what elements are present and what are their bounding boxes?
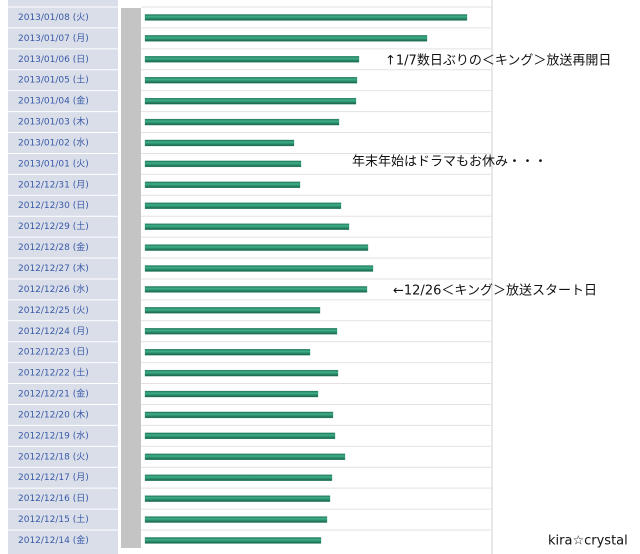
bar (144, 495, 331, 502)
date-label: 2012/12/15 (土) (18, 513, 89, 525)
date-label: 2012/12/16 (日) (18, 493, 89, 504)
bar (144, 118, 340, 126)
bar (144, 286, 368, 293)
date-label: 2012/12/17 (月) (18, 472, 89, 483)
date-label: 2012/12/30 (日) (18, 200, 89, 211)
date-label: 2012/12/29 (土) (18, 220, 89, 232)
bar (144, 97, 357, 105)
bar (144, 244, 369, 251)
bar (144, 223, 350, 230)
annotation: 年末年始はドラマもお休み・・・ (352, 155, 547, 170)
date-label: 2013/01/05 (土) (18, 74, 89, 86)
date-label: 2012/12/20 (木) (18, 408, 89, 420)
date-label: 2012/12/23 (日) (18, 347, 89, 358)
bar (144, 537, 322, 544)
date-label: 2012/12/27 (木) (18, 262, 89, 274)
bar (144, 202, 342, 209)
label-column (8, 0, 118, 554)
date-label: 2012/12/28 (金) (18, 241, 89, 253)
bar (144, 307, 321, 314)
bar (144, 35, 428, 42)
date-label: 2013/01/07 (月) (18, 33, 89, 44)
bar (144, 181, 301, 188)
date-label: 2012/12/22 (土) (18, 367, 89, 379)
bar (144, 390, 319, 398)
bar (144, 474, 333, 481)
bar (144, 77, 358, 84)
date-label: 2013/01/04 (金) (18, 95, 89, 107)
date-label: 2013/01/01 (火) (18, 158, 89, 169)
date-label: 2013/01/03 (木) (18, 116, 89, 128)
date-label: 2012/12/14 (金) (18, 534, 89, 546)
annotation: kira☆crystal (548, 534, 628, 549)
bar (144, 349, 311, 356)
annotation: ↑1/7数日ぶりの＜キング＞放送再開日 (385, 54, 611, 69)
bar (144, 369, 339, 377)
date-label: 2013/01/08 (火) (18, 12, 89, 23)
bar (144, 160, 302, 168)
bar (144, 516, 328, 523)
bar (144, 56, 360, 63)
date-label: 2013/01/02 (水) (18, 136, 89, 148)
date-label: 2012/12/18 (火) (18, 451, 89, 462)
date-label: 2012/12/31 (月) (18, 179, 89, 190)
date-label: 2013/01/06 (日) (18, 54, 89, 65)
bar (144, 432, 336, 440)
date-label: 2012/12/24 (月) (18, 326, 89, 337)
bar (144, 453, 346, 460)
bar (144, 411, 334, 419)
date-label: 2012/12/25 (火) (18, 305, 89, 316)
date-label: 2012/12/26 (水) (18, 283, 89, 295)
bar (144, 328, 338, 335)
date-label: 2012/12/19 (水) (18, 429, 89, 441)
gray-column (121, 8, 141, 548)
bar (144, 265, 374, 272)
annotation: ←12/26＜キング＞放送スタート日 (393, 284, 597, 299)
bar (144, 139, 295, 147)
date-label: 2012/12/21 (金) (18, 388, 89, 400)
bar (144, 14, 468, 21)
